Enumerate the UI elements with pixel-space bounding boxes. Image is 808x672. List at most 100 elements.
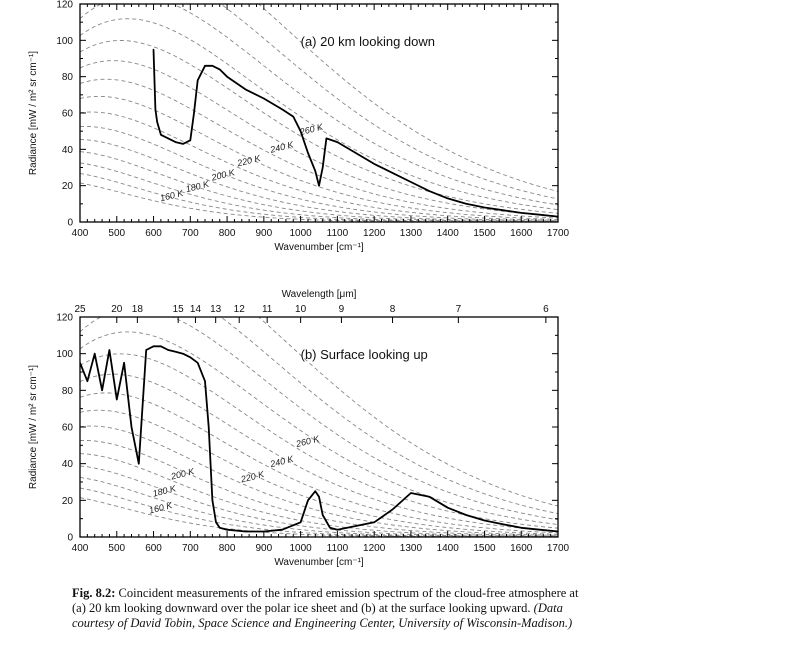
spectrum-point [307,499,309,501]
spectrum-point [373,521,375,523]
x-tick-label: 1400 [437,543,460,554]
spectrum-point [167,349,169,351]
x-tick-label: 1300 [400,228,423,239]
spectrum-point [211,65,213,67]
spectrum-point [94,353,96,355]
spectrum-point [219,527,221,529]
spectrum-point [101,389,103,391]
measured-spectrum-line [152,49,558,218]
y-axis-title: Radiance [mW / m² sr cm⁻¹] [28,365,39,489]
spectrum-point [355,152,357,154]
spectrum-point [336,141,338,143]
spectrum-point [138,463,140,465]
top-tick-label: 7 [456,304,462,315]
spectrum-point [391,172,394,174]
top-tick-label: 15 [173,304,185,315]
top-tick-label: 20 [111,304,123,315]
x-tick-label: 1200 [363,543,386,554]
x-tick-label: 1600 [510,543,533,554]
x-tick-label: 600 [145,228,162,239]
figure-caption: Fig. 8.2: Coincident measurements of the… [72,586,592,631]
spectrum-point [292,116,294,118]
blackbody-curve-190k [80,465,558,537]
x-tick-label: 1000 [289,228,312,239]
spectrum-point [539,214,541,216]
spectrum-point [175,141,177,143]
y-tick-label: 40 [62,145,74,156]
temperature-label-180k: 180 K [185,179,211,195]
spectrum-point [318,496,320,498]
blackbody-curve-270k [80,18,558,211]
spectrum-point [160,345,162,347]
spectrum-point [520,212,522,214]
top-tick-label: 12 [234,304,246,315]
x-tick-label: 1100 [327,228,349,239]
panel-title: (a) 20 km looking down [301,34,435,49]
blackbody-curve-250k [80,60,558,217]
spectrum-point [322,514,324,516]
x-tick-label: 1000 [289,543,312,554]
spectrum-point [219,68,221,70]
spectrum-point [314,490,316,492]
blackbody-curve-250k [80,373,558,532]
spectrum-point [281,529,283,531]
spectrum-point [215,521,217,523]
x-tick-label: 1300 [400,543,423,554]
y-tick-label: 20 [62,181,74,192]
blackbody-curve-220k [80,425,558,536]
spectrum-point [86,380,88,382]
y-tick-label: 60 [62,423,74,434]
top-axis-title: Wavelength [μm] [282,289,357,300]
y-tick-label: 0 [67,533,73,544]
spectrum-point [410,181,412,183]
y-tick-label: 120 [56,0,73,11]
spectrum-point [189,356,191,358]
x-tick-label: 800 [219,228,236,239]
y-axis-title: Radiance [mW / m² sr cm⁻¹] [28,51,39,175]
spectrum-point [244,88,247,90]
spectrum-point [465,514,467,516]
spectrum-point [182,353,184,355]
temperature-label-260k: 260 K [294,433,321,449]
x-tick-label: 700 [182,543,199,554]
spectrum-point [182,143,184,145]
x-tick-label: 1700 [547,543,570,554]
y-tick-label: 100 [56,349,73,360]
blackbody-curve-180k [80,476,558,537]
spectrum-point [465,203,467,205]
x-tick-label: 900 [256,228,273,239]
spectrum-point [447,507,449,509]
blackbody-curve-280k [80,4,558,206]
blackbody-curve-270k [80,331,558,525]
spectrum-point [152,48,155,51]
y-tick-label: 100 [56,36,73,47]
y-tick-label: 20 [62,496,74,507]
blackbody-curve-180k [80,162,558,222]
x-axis-title: Wavenumber [cm⁻¹] [274,557,364,568]
blackbody-curve-230k [80,409,558,535]
x-tick-label: 1700 [547,228,570,239]
spectrum-point [175,351,177,353]
temperature-label-180k: 180 K [152,483,178,499]
spectrum-point [108,349,110,351]
x-axis-title: Wavenumber [cm⁻¹] [274,242,364,253]
x-tick-label: 600 [145,543,162,554]
spectrum-point [483,519,486,522]
blackbody-curves [80,4,558,222]
spectrum-point [307,152,309,154]
spectrum-point [116,398,118,401]
x-tick-label: 1500 [473,228,496,239]
spectrum-point [226,529,228,531]
x-tick-label: 900 [256,543,273,554]
x-tick-label: 800 [219,543,236,554]
y-tick-label: 0 [67,218,73,229]
temperature-label-200k: 200 K [209,167,236,183]
spectrum-point [156,121,158,123]
spectrum-point [391,508,394,511]
blackbody-curve-300k [257,4,558,192]
temperature-label-200k: 200 K [169,466,196,482]
spectrum-point [281,108,283,110]
